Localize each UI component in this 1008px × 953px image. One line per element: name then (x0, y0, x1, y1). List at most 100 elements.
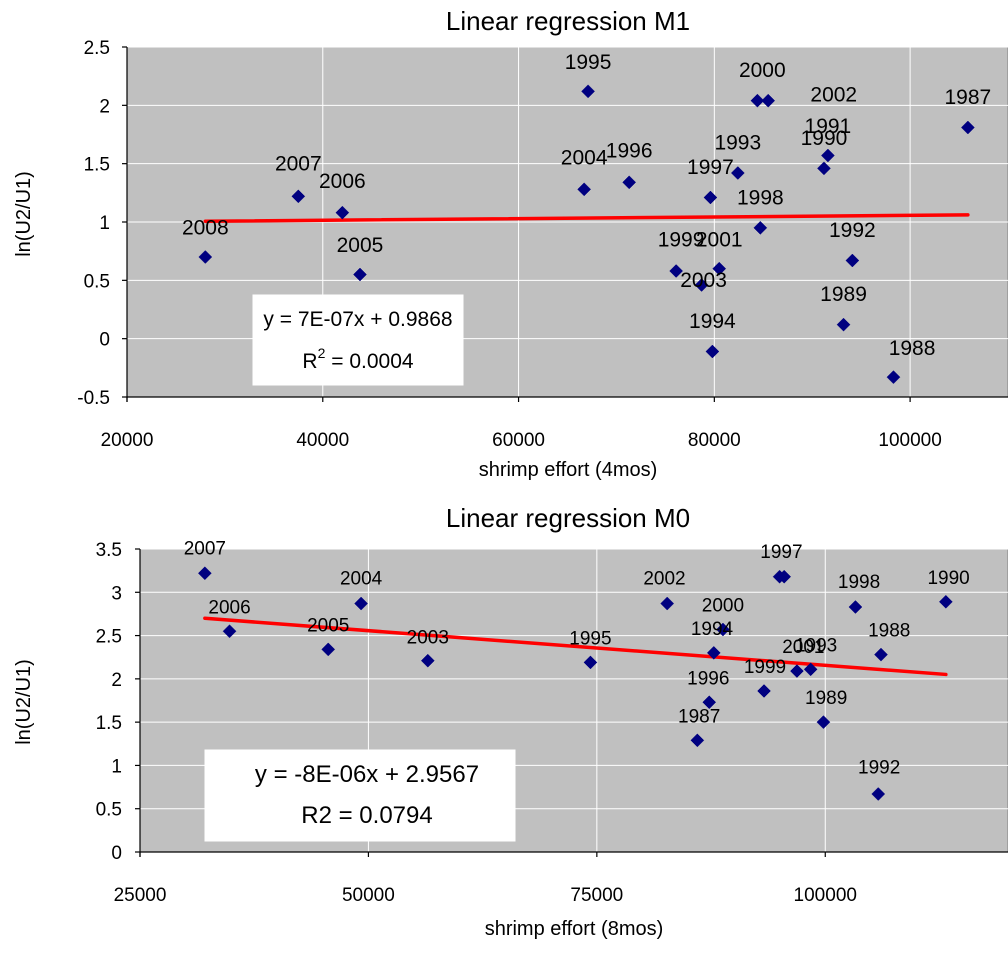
axes (135, 548, 1008, 857)
point-label-2008: 2008 (182, 217, 229, 240)
point-label-1996: 1996 (687, 668, 729, 689)
points-group (198, 566, 953, 801)
y-axis-label: ln(U2/U1) (13, 659, 35, 745)
data-point-2004 (354, 596, 368, 611)
chart-title: Linear regression M0 (446, 503, 690, 533)
point-label-2007: 2007 (275, 153, 322, 176)
data-point-1990 (939, 594, 953, 609)
data-point-1995 (583, 655, 598, 670)
point-label-2006: 2006 (208, 597, 250, 618)
x-tick-label: 100000 (794, 885, 857, 906)
r-squared-value: = 0.0004 (325, 350, 413, 373)
data-point-2004 (577, 182, 591, 197)
data-point-2001 (790, 664, 804, 678)
point-label-2003: 2003 (407, 628, 449, 649)
data-point-1988 (874, 647, 888, 662)
data-point-2007 (291, 189, 306, 204)
point-label-2006: 2006 (319, 170, 366, 193)
data-point-1987 (961, 120, 975, 135)
data-point-1992 (845, 253, 860, 268)
r-squared-prefix: R2 (301, 802, 332, 829)
point-label-2004: 2004 (561, 147, 608, 170)
point-label-1998: 1998 (838, 572, 880, 593)
point-label-2000: 2000 (702, 596, 744, 617)
point-label-2002: 2002 (643, 569, 685, 590)
y-tick-label: 1 (111, 756, 122, 777)
y-tick-label: 0.5 (96, 800, 122, 821)
point-label-2005: 2005 (337, 234, 384, 257)
point-label-2002: 2002 (810, 84, 857, 107)
y-tick-label: 0 (111, 843, 122, 864)
data-point-2002 (660, 596, 675, 611)
point-label-1990: 1990 (927, 568, 969, 589)
point-label-2003: 2003 (680, 269, 727, 292)
y-tick-label: -0.5 (77, 388, 110, 409)
point-label-1997: 1997 (760, 542, 802, 563)
data-point-1999 (669, 264, 684, 278)
data-point-1993 (803, 662, 818, 677)
point-label-2007: 2007 (184, 538, 226, 559)
data-point-2006 (222, 624, 237, 639)
point-label-1987: 1987 (945, 86, 992, 109)
data-point-2000 (716, 622, 730, 637)
data-point-1987 (690, 733, 705, 748)
data-point-1990 (817, 161, 831, 176)
point-label-1991: 1991 (805, 115, 852, 138)
regression-equation: y = 7E-07x + 0.9868 (263, 308, 452, 331)
data-point-2001 (712, 261, 727, 276)
data-point-2005 (353, 267, 367, 282)
point-label-1990: 1990 (801, 127, 848, 150)
y-tick-label: 2.5 (84, 38, 110, 59)
tick-labels-group: -0.5 0 0.5 1 1.5 2 2.5 20000 40000 60000 80000 1000… (77, 38, 942, 451)
trendline (203, 213, 970, 224)
point-label-1997: 1997 (687, 156, 734, 179)
y-tick-label: 2 (99, 96, 110, 117)
data-point-2000 (761, 93, 776, 108)
point-label-1993: 1993 (795, 635, 837, 656)
trendline-group (203, 616, 948, 677)
point-label-1988: 1988 (868, 621, 910, 642)
point-label-2000: 2000 (739, 59, 786, 82)
tick-labels-group: 0 0.5 1 1.5 2 2.5 3 3.5 25000 50000 75000 100000 (96, 540, 857, 906)
x-tick-label: 100000 (878, 430, 941, 451)
x-tick-label: 80000 (688, 430, 741, 451)
data-point-2003 (694, 278, 709, 292)
r-squared-value: = 0.0794 (332, 802, 433, 829)
data-point-1999 (757, 684, 771, 698)
y-tick-label: 0 (99, 330, 110, 351)
data-point-1997 (703, 190, 718, 205)
data-point-1989 (836, 317, 851, 332)
chart-title: Linear regression M1 (446, 6, 690, 36)
data-point-1997 (777, 569, 792, 584)
data-point-2008 (198, 250, 213, 264)
point-label-1989: 1989 (820, 283, 867, 306)
data-point-2005 (321, 642, 336, 657)
trendline-group (203, 213, 970, 224)
y-tick-label: 1.5 (96, 713, 122, 734)
data-point-1994 (705, 344, 720, 359)
x-axis-label: shrimp effort (4mos) (479, 459, 658, 481)
y-tick-label: 1 (99, 213, 110, 234)
point-label-1987: 1987 (678, 706, 720, 727)
point-label-1994: 1994 (689, 310, 736, 333)
y-tick-label: 3 (111, 583, 122, 604)
point-label-1989: 1989 (805, 688, 847, 709)
x-tick-label: 20000 (101, 430, 154, 451)
point-label-2005: 2005 (307, 615, 349, 636)
data-point-1993 (730, 166, 745, 180)
point-label-1992: 1992 (858, 757, 900, 778)
point-label-1988: 1988 (889, 337, 936, 360)
y-tick-label: 2.5 (96, 627, 122, 648)
data-point-1991 (821, 148, 835, 163)
r-squared: R2 = 0.0004 (302, 345, 413, 373)
point-label-1995: 1995 (565, 51, 612, 74)
y-tick-label: 3.5 (96, 540, 122, 561)
point-label-2001: 2001 (782, 637, 824, 658)
equation-box-bg (252, 294, 464, 386)
x-tick-label: 75000 (570, 885, 623, 906)
point-label-1995: 1995 (569, 628, 611, 649)
